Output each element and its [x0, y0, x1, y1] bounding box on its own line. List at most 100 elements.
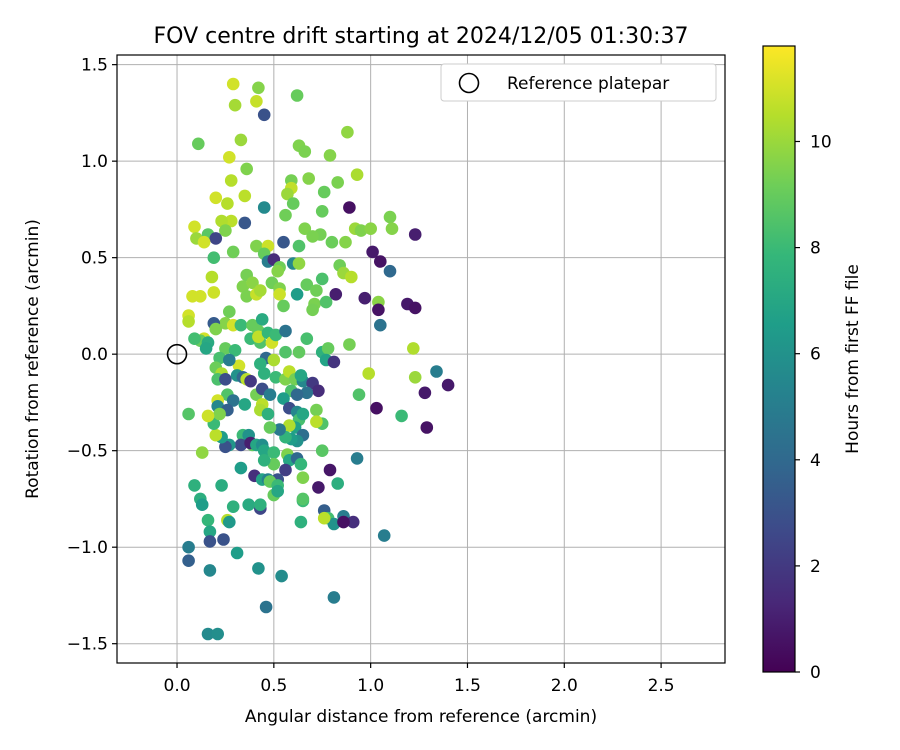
- data-point: [290, 388, 304, 402]
- data-point: [252, 330, 265, 344]
- data-point: [408, 371, 422, 384]
- scatter-points: [182, 77, 455, 641]
- data-point: [337, 515, 350, 529]
- data-point: [219, 342, 232, 355]
- data-point: [240, 290, 253, 303]
- data-point: [209, 232, 223, 245]
- data-point: [271, 264, 285, 278]
- data-point: [300, 332, 314, 346]
- x-tick-label: 1.5: [454, 676, 481, 696]
- legend-label: Reference platepar: [507, 74, 669, 94]
- colorbar-tick-label: 0: [810, 663, 821, 683]
- data-point: [228, 98, 242, 112]
- data-point: [343, 338, 356, 351]
- data-point: [253, 498, 267, 512]
- data-point: [374, 318, 387, 332]
- data-point: [263, 421, 277, 434]
- colorbar-ticks: 0 2 4 6 8 10: [795, 132, 832, 683]
- data-point: [203, 535, 217, 548]
- data-point: [290, 288, 304, 301]
- data-point: [315, 205, 329, 218]
- data-point: [250, 95, 263, 108]
- data-point: [250, 239, 263, 253]
- data-point: [252, 562, 265, 575]
- data-point: [203, 564, 217, 577]
- y-tick-label: 0.5: [81, 249, 108, 269]
- data-point: [290, 89, 304, 102]
- y-tick-label: −1.5: [67, 635, 108, 655]
- data-point: [226, 500, 240, 513]
- data-point: [300, 278, 314, 292]
- data-point: [281, 187, 294, 201]
- data-point: [269, 371, 283, 384]
- data-point: [244, 374, 257, 388]
- data-point: [430, 365, 443, 378]
- y-tick-label: 0.0: [81, 345, 108, 365]
- data-point: [257, 454, 271, 467]
- data-point: [273, 288, 286, 301]
- data-point: [209, 428, 223, 442]
- data-point: [292, 257, 306, 270]
- data-point: [341, 125, 354, 139]
- data-point: [358, 291, 372, 305]
- data-point: [255, 313, 269, 326]
- data-point: [315, 272, 329, 286]
- data-point: [201, 627, 215, 641]
- colorbar-label: Hours from first FF file: [843, 264, 863, 454]
- data-point: [362, 367, 376, 380]
- data-point: [277, 235, 290, 249]
- data-point: [296, 492, 310, 506]
- data-point: [346, 515, 360, 529]
- x-tick-label: 0.0: [164, 676, 191, 696]
- data-point: [223, 151, 236, 164]
- data-point: [331, 477, 345, 490]
- y-tick-label: −0.5: [67, 442, 108, 462]
- data-point: [221, 197, 234, 210]
- data-point: [286, 197, 300, 210]
- data-point: [323, 149, 337, 162]
- data-point: [279, 345, 292, 359]
- data-point: [345, 270, 358, 284]
- data-point: [317, 511, 331, 525]
- data-point: [312, 384, 325, 398]
- x-axis-ticks: 0.0 0.5 1.0 1.5 2.0 2.5: [164, 663, 675, 696]
- data-point: [252, 81, 265, 95]
- data-point: [201, 409, 215, 423]
- data-point: [298, 222, 312, 235]
- data-point: [205, 270, 219, 284]
- data-point: [292, 345, 306, 359]
- data-point: [302, 172, 316, 185]
- data-point: [366, 245, 379, 259]
- data-point: [275, 569, 288, 583]
- data-point: [298, 145, 312, 158]
- data-point: [267, 353, 281, 367]
- data-point: [321, 342, 335, 355]
- data-point: [317, 185, 331, 199]
- data-point: [219, 373, 232, 386]
- data-point: [207, 286, 221, 299]
- y-tick-label: −1.0: [67, 538, 108, 558]
- data-point: [234, 133, 248, 147]
- data-point: [230, 546, 244, 560]
- data-point: [306, 230, 319, 243]
- data-point: [207, 251, 221, 264]
- data-point: [228, 344, 242, 357]
- data-point: [223, 353, 236, 367]
- data-point: [194, 290, 207, 303]
- data-point: [277, 299, 290, 313]
- data-point: [327, 355, 341, 369]
- data-point: [319, 295, 333, 309]
- data-point: [323, 463, 337, 477]
- data-point: [238, 189, 252, 203]
- data-point: [257, 108, 271, 122]
- x-tick-label: 0.5: [260, 676, 287, 696]
- data-point: [374, 255, 387, 268]
- data-point: [226, 245, 240, 259]
- data-point: [306, 303, 319, 317]
- data-point: [242, 498, 255, 512]
- data-point: [182, 407, 195, 421]
- data-point: [407, 342, 420, 355]
- data-point: [226, 394, 240, 407]
- data-point: [279, 463, 292, 477]
